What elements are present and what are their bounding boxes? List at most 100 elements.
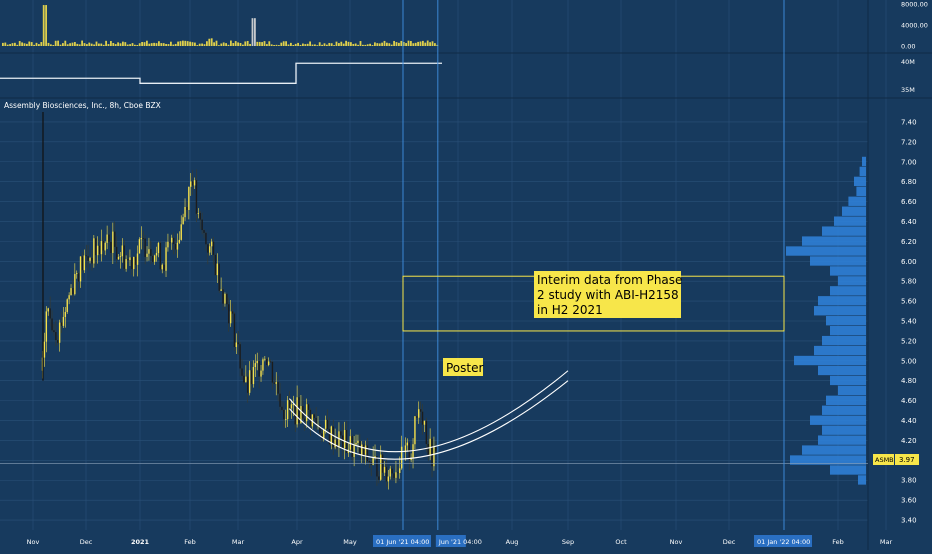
candle-body-9: [58, 322, 61, 343]
candle-body-21: [81, 256, 84, 271]
volume-bar-114: [275, 44, 278, 46]
annotation-box-group[interactable]: Interim data from Phase 2 study with ABI…: [402, 271, 785, 332]
candle-body-27: [93, 238, 95, 264]
candle-body-36: [110, 241, 112, 253]
candle-body-188: [399, 468, 401, 474]
poster-label-group[interactable]: Poster: [443, 358, 483, 376]
candle-body-201: [423, 420, 426, 425]
candle-body-69: [172, 237, 175, 245]
volume-bar-113: [273, 45, 275, 46]
candle-body-185: [393, 473, 395, 478]
volume-bar-168: [405, 43, 407, 46]
candle-body-124: [277, 382, 279, 394]
volume-bar-147: [354, 43, 357, 46]
volume-bar-116: [280, 42, 283, 46]
crosshair-label-0: 01 Jun '21 04:00: [376, 538, 429, 546]
volume-bar-72: [174, 43, 177, 46]
candle-body-184: [391, 468, 393, 474]
candle-body-82: [197, 213, 200, 214]
candle-body-61: [157, 242, 160, 254]
volume-bar-33: [81, 40, 83, 46]
volume-bar-174: [419, 41, 422, 46]
volume-bar-146: [352, 43, 355, 46]
profile-bar-0: [862, 156, 866, 167]
volume-bar-84: [203, 44, 206, 46]
candle-body-44: [125, 259, 127, 269]
y-tick-0: 7.40: [901, 118, 917, 126]
volume-bar-179: [431, 41, 434, 46]
candle-body-23: [85, 255, 87, 257]
candle-body-202: [425, 420, 428, 445]
candle-body-30: [98, 245, 101, 255]
volume-bar-130: [314, 44, 316, 46]
volume-bar-4: [11, 43, 14, 46]
profile-bar-32: [858, 475, 866, 485]
candle-body-48: [133, 256, 135, 270]
candle-body-64: [163, 264, 165, 271]
volume-bar-135: [326, 44, 328, 46]
y-tick-11: 5.20: [901, 337, 917, 345]
volume-bar-56: [136, 44, 139, 46]
candle-body-15: [70, 288, 72, 296]
volume-bar-8: [21, 42, 23, 46]
candle-body-146: [319, 425, 321, 434]
volume-bar-90: [218, 45, 220, 46]
volume-bar-43: [105, 40, 107, 46]
candle-body-191: [404, 445, 407, 453]
candle-body-17: [74, 274, 76, 295]
candle-body-26: [91, 257, 93, 264]
candle-body-189: [400, 446, 403, 469]
candle-body-66: [167, 241, 169, 248]
volume-bar-31: [76, 43, 79, 46]
candle-body-101: [233, 313, 236, 347]
candle-body-94: [220, 289, 222, 291]
crosshair-label-2: 01 Jan '22 04:00: [757, 538, 810, 546]
volume-bar-97: [234, 41, 237, 46]
candle-body-113: [256, 360, 258, 364]
candle-body-112: [254, 363, 257, 367]
volume-bar-110: [266, 44, 268, 46]
candle-body-76: [186, 206, 188, 211]
volume-bar-96: [232, 43, 235, 46]
candle-body-75: [184, 206, 186, 218]
candle-body-52: [140, 238, 143, 240]
candle-body-199: [419, 409, 422, 412]
profile-bar-1: [859, 166, 866, 177]
volume-bar-91: [220, 43, 223, 46]
volume-bar-95: [230, 40, 232, 46]
volume-bar-30: [74, 42, 76, 46]
candle-body-154: [334, 439, 336, 448]
candle-body-127: [283, 409, 285, 420]
candle-body-153: [332, 426, 334, 448]
volume-bar-106: [256, 41, 259, 46]
candle-body-169: [362, 444, 365, 455]
candle-body-200: [421, 411, 424, 425]
volume-bar-85: [206, 41, 208, 46]
candle-body-60: [155, 253, 158, 256]
candle-body-13: [66, 299, 68, 312]
candle-body-18: [76, 273, 78, 275]
volume-bar-92: [222, 42, 225, 46]
candle-body-6: [53, 330, 55, 333]
y-tick-16: 4.20: [901, 437, 917, 445]
volume-bar-13: [33, 44, 35, 46]
candle-body-192: [406, 442, 409, 446]
candle-body-80: [193, 180, 196, 186]
candle-body-135: [298, 397, 300, 423]
candle-body-73: [180, 224, 182, 240]
volume-bar-123: [297, 42, 299, 46]
volume-bar-145: [350, 42, 352, 46]
candle-body-7: [55, 332, 57, 341]
volume-bar-11: [28, 41, 31, 46]
indicator-panel: 40M 35M: [0, 58, 915, 94]
candle-body-42: [121, 245, 124, 257]
volume-bar-105: [254, 18, 256, 46]
volume-bar-155: [374, 42, 376, 46]
volume-bar-82: [198, 43, 201, 46]
candle-body-41: [119, 256, 122, 257]
volume-bar-62: [150, 43, 153, 46]
candle-body-62: [159, 242, 162, 270]
candle-body-40: [117, 256, 120, 260]
volume-bar-41: [100, 43, 103, 46]
